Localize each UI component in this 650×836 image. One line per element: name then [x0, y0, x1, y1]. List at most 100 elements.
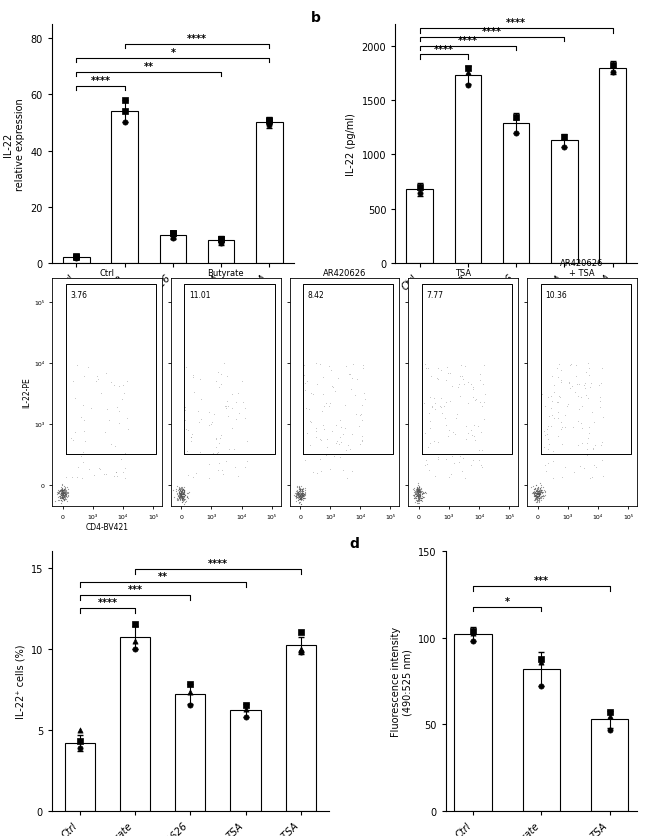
Point [539, 490, 549, 503]
Point [530, 487, 541, 500]
Point [549, 411, 559, 425]
Point [58, 486, 68, 499]
Point [535, 486, 545, 499]
Point [297, 482, 307, 496]
Point [307, 466, 318, 480]
Point [297, 485, 307, 498]
Text: *: * [170, 48, 176, 58]
Point [411, 490, 422, 503]
Point [57, 492, 68, 505]
Point [298, 485, 308, 498]
Point [58, 487, 68, 500]
Point [533, 487, 543, 500]
Point [60, 490, 71, 503]
Point [295, 488, 306, 502]
Point [56, 487, 66, 500]
Point [177, 483, 187, 497]
Point [53, 491, 63, 504]
Point [566, 382, 576, 395]
Point [412, 481, 423, 494]
Point [529, 487, 539, 501]
Point [326, 364, 336, 378]
Point [346, 371, 357, 385]
Point [560, 409, 571, 422]
Point [412, 482, 423, 495]
Point [233, 386, 244, 400]
Point [533, 492, 543, 505]
Point [104, 414, 114, 427]
Point [61, 483, 72, 497]
Point [292, 491, 303, 504]
Point [180, 401, 190, 415]
Point [192, 405, 203, 418]
Point [413, 484, 423, 497]
Point [552, 361, 562, 375]
Point [63, 487, 73, 501]
Point [448, 426, 458, 439]
Point [296, 492, 306, 505]
Point [417, 491, 428, 504]
Point [335, 431, 345, 445]
Point [176, 492, 187, 506]
Point [346, 383, 356, 396]
Point [58, 487, 69, 500]
Point [441, 396, 451, 410]
Point [294, 488, 304, 502]
Point [58, 486, 68, 499]
Bar [63, 258, 90, 263]
Point [468, 624, 478, 638]
Point [298, 487, 309, 501]
Point [177, 482, 187, 495]
Point [533, 490, 543, 503]
Point [536, 484, 547, 497]
Point [320, 397, 331, 410]
Point [533, 487, 543, 500]
Point [412, 486, 423, 499]
Point [177, 487, 187, 501]
Point [291, 488, 302, 502]
Point [582, 357, 593, 370]
Point [60, 493, 71, 507]
Point [346, 427, 357, 441]
Point [546, 420, 556, 433]
Point [354, 420, 364, 433]
Point [292, 488, 302, 502]
Point [295, 484, 306, 497]
Point [413, 495, 424, 508]
Point [240, 699, 251, 712]
Point [130, 635, 140, 648]
Point [59, 490, 70, 503]
Point [178, 487, 188, 501]
Point [535, 486, 545, 499]
Point [176, 482, 186, 495]
Point [413, 483, 424, 497]
Point [116, 393, 127, 406]
Point [111, 401, 122, 415]
Point [56, 489, 66, 502]
Point [60, 489, 71, 502]
Point [58, 488, 68, 502]
Point [534, 496, 544, 509]
Point [174, 487, 185, 500]
Point [584, 361, 594, 375]
Point [176, 490, 187, 503]
Point [412, 492, 423, 506]
Point [458, 451, 468, 465]
Point [410, 492, 421, 505]
Point [174, 491, 185, 504]
Point [511, 127, 521, 140]
Point [231, 412, 242, 426]
Point [174, 492, 184, 505]
Point [176, 487, 186, 500]
Point [213, 380, 224, 394]
Point [536, 482, 546, 495]
Bar [503, 124, 529, 263]
Point [294, 497, 304, 510]
Title: AR420626
+ TSA: AR420626 + TSA [560, 258, 604, 278]
Point [511, 112, 521, 125]
Point [411, 483, 421, 497]
Point [417, 492, 428, 505]
Point [292, 487, 303, 501]
Point [579, 376, 590, 390]
Point [177, 491, 187, 504]
